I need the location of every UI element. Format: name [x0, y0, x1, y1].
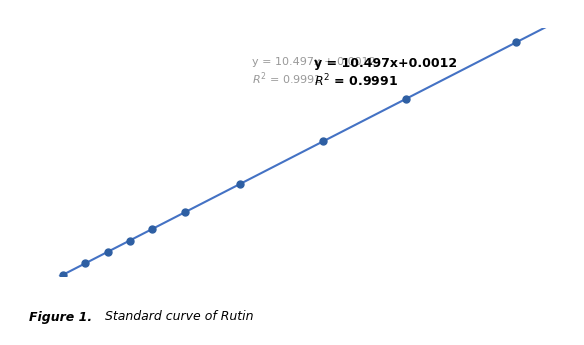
Text: y = 10.497x + 0.0012
$R^2$ = 0.9991: y = 10.497x + 0.0012 $R^2$ = 0.9991 [252, 57, 376, 87]
Point [103, 249, 112, 255]
Point [125, 238, 134, 243]
Text: y = 10.497x+0.0012
$R^2$ = 0.9991: y = 10.497x+0.0012 $R^2$ = 0.9991 [314, 57, 457, 90]
Point [318, 139, 328, 144]
Point [235, 181, 245, 187]
Point [81, 260, 90, 266]
Point [147, 227, 157, 232]
Point [180, 209, 190, 215]
Text: Standard curve of Rutin: Standard curve of Rutin [105, 310, 253, 324]
Point [58, 272, 68, 277]
Point [512, 39, 521, 45]
Point [401, 96, 411, 102]
Text: Figure 1.: Figure 1. [29, 310, 92, 324]
